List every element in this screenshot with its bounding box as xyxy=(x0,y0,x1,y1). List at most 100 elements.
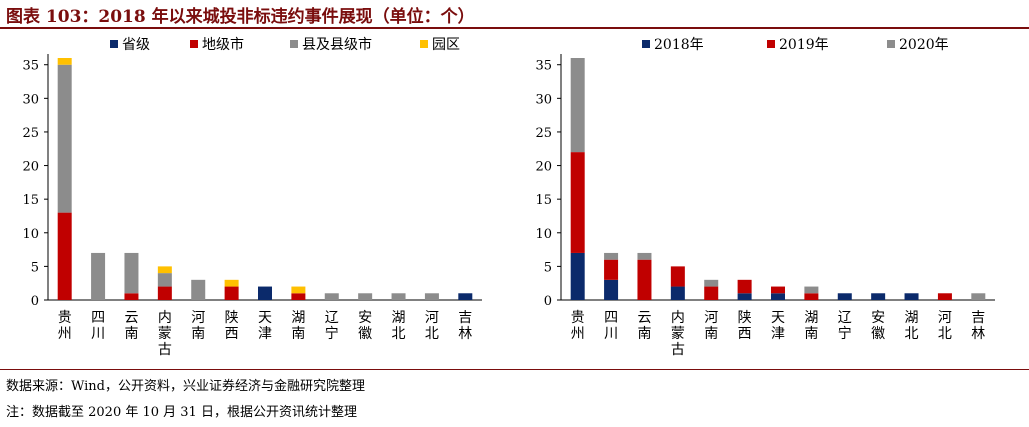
bar-segment xyxy=(804,293,819,300)
legend-swatch xyxy=(642,40,650,48)
bar-segment xyxy=(157,266,172,274)
bar-segment xyxy=(224,286,239,300)
bar-segment xyxy=(258,286,272,300)
bar-segment xyxy=(771,286,785,294)
bar-segment xyxy=(570,58,585,153)
legend-label: 园区 xyxy=(432,37,460,53)
legend-label: 地级市 xyxy=(202,36,244,53)
bar-segment xyxy=(570,152,585,253)
x-tick-label: 湖北 xyxy=(392,310,406,342)
legend-swatch xyxy=(190,40,198,48)
x-tick-label: 内蒙古 xyxy=(671,310,685,358)
y-tick-label: 0 xyxy=(544,294,552,309)
bar-segment xyxy=(804,286,819,294)
x-tick-label: 贵州 xyxy=(571,310,585,342)
x-tick-label: 内蒙古 xyxy=(158,310,172,358)
bar-segment xyxy=(604,252,619,260)
title-divider xyxy=(0,27,1029,29)
bar-segment xyxy=(291,286,306,294)
x-tick-label: 陕西 xyxy=(738,310,752,342)
bar-segment xyxy=(704,279,719,287)
x-tick-label: 湖南 xyxy=(804,310,818,342)
y-tick-label: 20 xyxy=(22,160,39,175)
legend-swatch xyxy=(420,40,428,48)
legend-swatch xyxy=(767,40,775,48)
y-tick-label: 30 xyxy=(535,92,552,107)
bar-segment xyxy=(424,293,439,300)
bar-segment xyxy=(771,293,785,300)
bar-segment xyxy=(124,293,139,300)
y-tick-label: 5 xyxy=(544,260,552,275)
x-tick-label: 辽宁 xyxy=(325,310,339,342)
y-tick-label: 25 xyxy=(22,126,39,141)
bar-segment xyxy=(291,293,306,300)
source-note: 数据来源：Wind，公开资料，兴业证券经济与金融研究院整理 xyxy=(6,379,365,394)
y-tick-label: 30 xyxy=(22,92,39,107)
x-tick-label: 河南 xyxy=(191,310,205,342)
x-tick-label: 四川 xyxy=(91,310,105,342)
bar-segment xyxy=(358,293,373,300)
bar-segment xyxy=(157,273,172,287)
x-tick-label: 贵州 xyxy=(58,310,72,342)
bar-segment xyxy=(871,293,886,300)
bar-segment xyxy=(604,259,619,280)
legend-label: 县及县级市 xyxy=(302,36,372,53)
x-tick-label: 湖南 xyxy=(291,310,305,342)
legend-label: 省级 xyxy=(122,37,150,53)
x-tick-label: 天津 xyxy=(771,310,785,342)
bar-segment xyxy=(324,293,339,300)
x-tick-label: 天津 xyxy=(258,310,272,342)
bar-segment xyxy=(91,252,106,300)
legend-swatch xyxy=(110,40,118,48)
bar-segment xyxy=(704,286,719,300)
legend-swatch xyxy=(887,40,895,48)
y-tick-label: 35 xyxy=(22,59,39,74)
bar-segment xyxy=(737,293,752,300)
x-tick-label: 辽宁 xyxy=(838,310,852,342)
y-tick-label: 20 xyxy=(535,160,552,175)
x-tick-label: 安徽 xyxy=(871,310,885,342)
legend-swatch xyxy=(290,40,298,48)
x-tick-label: 河北 xyxy=(938,310,952,342)
y-tick-label: 15 xyxy=(22,193,39,208)
bar-segment xyxy=(737,279,752,294)
bar-segment xyxy=(670,266,685,287)
x-tick-label: 陕西 xyxy=(225,310,239,342)
bar-segment xyxy=(391,293,406,300)
bar-segment xyxy=(971,293,986,300)
bar-segment xyxy=(604,279,619,300)
bar-segment xyxy=(837,293,852,300)
legend-label: 2018年 xyxy=(654,37,704,53)
legend-label: 2019年 xyxy=(779,37,829,53)
x-tick-label: 吉林 xyxy=(971,310,985,342)
bar-segment xyxy=(157,286,172,300)
footnote: 注：数据截至 2020 年 10 月 31 日，根据公开资讯统计整理 xyxy=(6,405,357,420)
x-tick-label: 吉林 xyxy=(458,310,472,342)
figure-title: 图表 103：2018 年以来城投非标违约事件展现（单位：个） xyxy=(6,7,475,27)
bar-segment xyxy=(57,64,72,213)
x-tick-label: 安徽 xyxy=(358,310,372,342)
bar-segment xyxy=(458,293,473,300)
bar-segment xyxy=(637,259,652,300)
bar-segment xyxy=(904,293,919,300)
bar-segment xyxy=(670,286,685,300)
y-tick-label: 10 xyxy=(22,227,39,242)
bar-segment xyxy=(191,279,206,300)
x-tick-label: 河北 xyxy=(425,310,439,342)
x-tick-label: 云南 xyxy=(637,310,651,342)
y-tick-label: 15 xyxy=(535,193,552,208)
bar-segment xyxy=(937,293,952,300)
bar-segment xyxy=(637,252,652,260)
y-tick-label: 25 xyxy=(535,126,552,141)
footer-divider xyxy=(0,369,1029,370)
bar-segment xyxy=(57,212,72,300)
x-tick-label: 云南 xyxy=(124,310,138,342)
bar-segment xyxy=(124,252,139,294)
y-tick-label: 0 xyxy=(31,294,39,309)
bar-segment xyxy=(224,279,239,287)
x-tick-label: 河南 xyxy=(704,310,718,342)
y-tick-label: 35 xyxy=(535,59,552,74)
y-tick-label: 5 xyxy=(31,260,39,275)
